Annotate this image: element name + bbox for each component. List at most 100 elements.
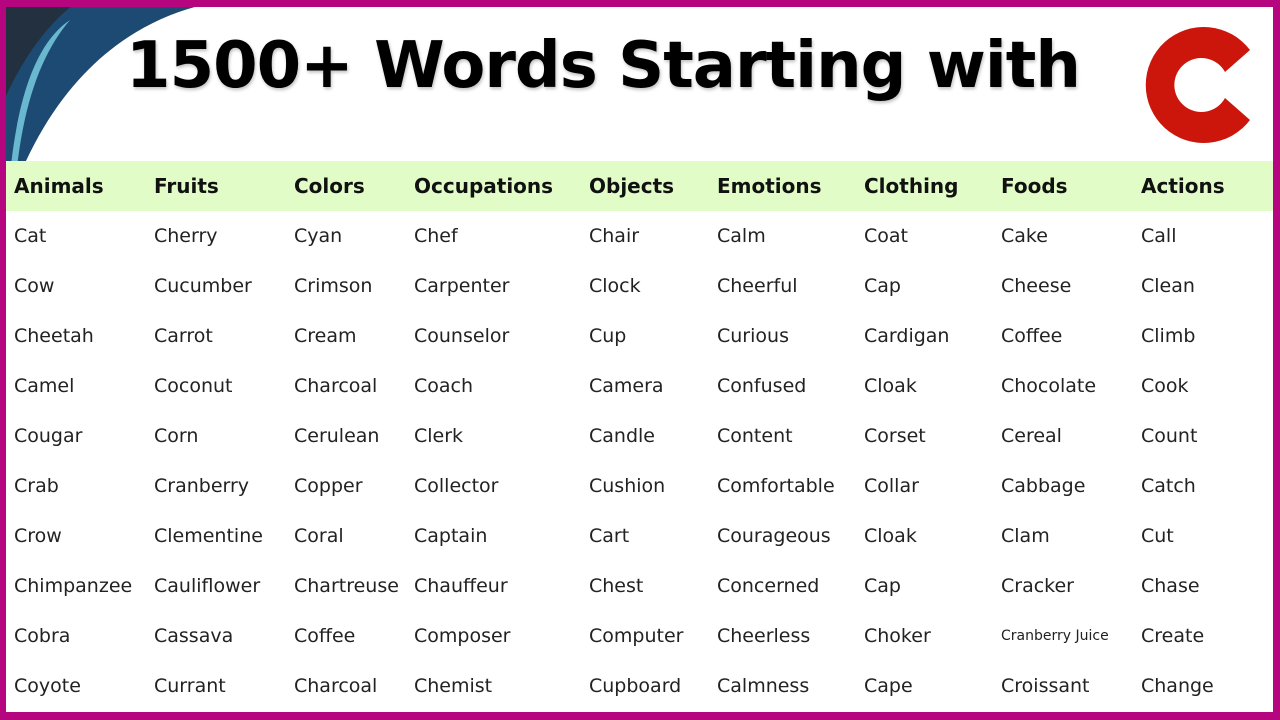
- word-cell: Calmness: [717, 675, 810, 697]
- word-cell: Create: [1141, 625, 1205, 647]
- word-cell: Chef: [414, 225, 458, 247]
- word-cell: Charcoal: [294, 375, 378, 397]
- word-cell: Cook: [1141, 375, 1189, 397]
- word-cell: Curious: [717, 325, 789, 347]
- word-cell: Cut: [1141, 525, 1174, 547]
- word-cell: Computer: [589, 625, 684, 647]
- word-cell: Composer: [414, 625, 511, 647]
- word-cell: Cap: [864, 275, 901, 297]
- word-cell: Coach: [414, 375, 474, 397]
- word-cell: Cardigan: [864, 325, 950, 347]
- word-cell: Cap: [864, 575, 901, 597]
- column-colors: Colors Cyan Crimson Cream Charcoal Cerulean Co…: [294, 161, 399, 711]
- word-cell: Comfortable: [717, 475, 835, 497]
- word-cell: Concerned: [717, 575, 820, 597]
- word-cell: Coral: [294, 525, 344, 547]
- word-cell: Corset: [864, 425, 926, 447]
- word-cell: Coconut: [154, 375, 233, 397]
- word-cell: Cup: [589, 325, 627, 347]
- word-cell: Crow: [14, 525, 62, 547]
- word-cell: Chimpanzee: [14, 575, 133, 597]
- word-cell: Copper: [294, 475, 363, 497]
- word-cell: Cream: [294, 325, 357, 347]
- word-cell: Collar: [864, 475, 919, 497]
- letter-c-graphic: C: [1145, 27, 1250, 143]
- word-cell: Cape: [864, 675, 913, 697]
- word-cell: Cupboard: [589, 675, 682, 697]
- word-cell: Calm: [717, 225, 766, 247]
- word-cell: Coffee: [294, 625, 356, 647]
- word-cell: Crab: [14, 475, 59, 497]
- word-cell: Captain: [414, 525, 488, 547]
- column-fruits: Fruits Cherry Cucumber Carrot Coconut Corn Cra…: [154, 161, 263, 711]
- word-cell: Coat: [864, 225, 908, 247]
- word-cell: Cauliflower: [154, 575, 261, 597]
- word-cell: Counselor: [414, 325, 510, 347]
- word-cell: Cloak: [864, 525, 917, 547]
- word-cell: Cougar: [14, 425, 83, 447]
- word-cell: Cushion: [589, 475, 666, 497]
- word-cell: Chauffeur: [414, 575, 508, 597]
- column-header: Occupations: [414, 174, 554, 198]
- word-cell: Coyote: [14, 675, 81, 697]
- word-cell: Choker: [864, 625, 931, 647]
- page-title: 1500+ Words Starting with: [126, 29, 1081, 103]
- word-cell: Cranberry: [154, 475, 250, 497]
- column-header: Foods: [1001, 174, 1068, 198]
- word-cell: Chocolate: [1001, 375, 1097, 397]
- word-cell: Corn: [154, 425, 199, 447]
- word-cell: Candle: [589, 425, 655, 447]
- column-header: Fruits: [154, 174, 219, 198]
- word-cell: Cyan: [294, 225, 343, 247]
- word-cell: Content: [717, 425, 793, 447]
- word-cell: Camel: [14, 375, 75, 397]
- column-animals: Animals Cat Cow Cheetah Camel Cougar Crab Crow C…: [14, 161, 132, 711]
- word-cell: Chair: [589, 225, 640, 247]
- word-cell: Climb: [1141, 325, 1196, 347]
- word-cell: Cake: [1001, 225, 1048, 247]
- word-cell: Chase: [1141, 575, 1200, 597]
- word-cell: Cobra: [14, 625, 71, 647]
- word-cell: Clementine: [154, 525, 263, 547]
- word-cell: Cranberry Juice: [1001, 628, 1109, 644]
- word-cell: Catch: [1141, 475, 1196, 497]
- word-cell: Croissant: [1001, 675, 1090, 697]
- word-cell: Confused: [717, 375, 807, 397]
- word-cell: Cassava: [154, 625, 234, 647]
- word-cell: Cow: [14, 275, 55, 297]
- word-cell: Cart: [589, 525, 630, 547]
- word-cell: Cereal: [1001, 425, 1062, 447]
- word-cell: Change: [1141, 675, 1214, 697]
- word-cell: Clam: [1001, 525, 1050, 547]
- word-cell: Cat: [14, 225, 47, 247]
- column-header: Actions: [1141, 174, 1225, 198]
- column-objects: Objects Chair Clock Cup Camera Candle Cushion C…: [589, 161, 683, 711]
- column-header: Colors: [294, 174, 365, 198]
- word-cell: Currant: [154, 675, 226, 697]
- column-header: Objects: [589, 174, 675, 198]
- word-cell: Cloak: [864, 375, 917, 397]
- word-cell: Chartreuse: [294, 575, 399, 597]
- word-cell: Cracker: [1001, 575, 1074, 597]
- word-cell: Count: [1141, 425, 1198, 447]
- word-cell: Call: [1141, 225, 1177, 247]
- word-cell: Cheerless: [717, 625, 811, 647]
- word-cell: Courageous: [717, 525, 831, 547]
- column-clothing: Clothing Coat Cap Cardigan Cloak Corset Collar…: [864, 161, 958, 711]
- word-cell: Chemist: [414, 675, 493, 697]
- column-occupations: Occupations Chef Carpenter Counselor Coach Cl…: [414, 161, 553, 711]
- word-cell: Coffee: [1001, 325, 1063, 347]
- column-foods: Foods Cake Cheese Coffee Chocolate Cereal Cabb…: [1001, 161, 1109, 711]
- column-header: Emotions: [717, 174, 822, 198]
- word-cell: Carrot: [154, 325, 213, 347]
- word-cell: Clean: [1141, 275, 1195, 297]
- word-cell: Cucumber: [154, 275, 252, 297]
- table-header-row: [6, 161, 1273, 211]
- word-cell: Cheetah: [14, 325, 94, 347]
- word-cell: Cabbage: [1001, 475, 1086, 497]
- column-header: Animals: [14, 174, 104, 198]
- column-actions: Actions Call Clean Climb Cook Count Catch Cut Ch…: [1141, 161, 1225, 711]
- word-cell: Clock: [589, 275, 641, 297]
- word-cell: Crimson: [294, 275, 373, 297]
- word-cell: Cheese: [1001, 275, 1072, 297]
